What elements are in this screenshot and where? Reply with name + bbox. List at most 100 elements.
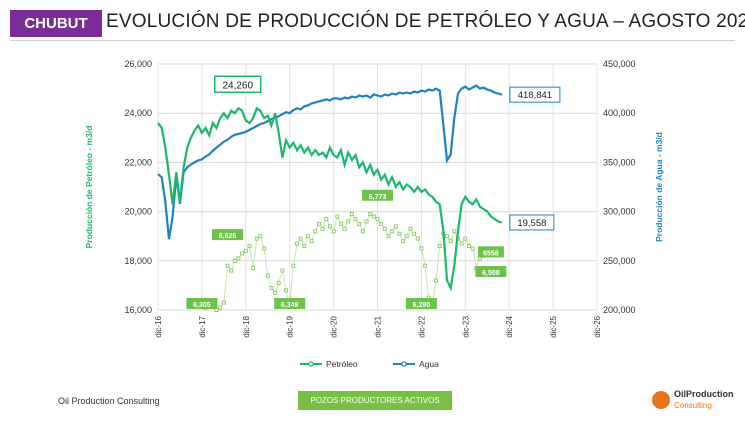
- x-tick-label: dic-25: [549, 315, 558, 337]
- y-right-tick-label: 300,000: [603, 207, 636, 217]
- wells-point: [324, 216, 329, 221]
- wells-point: [390, 229, 395, 234]
- wells-point: [346, 219, 351, 224]
- wells-point: [240, 251, 245, 256]
- wells-point: [302, 244, 307, 249]
- wells-point: [470, 246, 475, 251]
- wells-point: [276, 280, 281, 285]
- region-chip: CHUBUT: [10, 10, 102, 37]
- wells-point: [221, 300, 226, 305]
- wells-point: [452, 229, 457, 234]
- wells-point: [379, 221, 384, 226]
- legend-marker: [401, 361, 407, 367]
- x-tick-label: dic-17: [198, 315, 207, 337]
- wells-point: [262, 246, 267, 251]
- wells-point: [291, 263, 296, 268]
- wells-point: [305, 234, 310, 239]
- company-logo: OilProduction Consulting: [652, 388, 742, 416]
- wells-point: [349, 212, 354, 217]
- agua-series-line: [157, 84, 503, 240]
- wells-point: [419, 246, 424, 251]
- y-left-tick-label: 26,000: [124, 59, 152, 69]
- wells-data-label-bg: [362, 189, 393, 201]
- wells-data-label: 6,305: [193, 302, 211, 309]
- wells-point: [342, 226, 347, 231]
- wells-data-label-bg: [477, 246, 504, 258]
- y-left-tick-label: 16,000: [124, 305, 152, 315]
- wells-data-label: 6,348: [281, 302, 299, 309]
- wells-point: [273, 290, 278, 295]
- wells-data-label-bg: [212, 229, 244, 241]
- y-left-tick-label: 22,000: [124, 157, 152, 167]
- wells-point: [313, 229, 318, 234]
- petroleo-peak-callout-box: [214, 75, 262, 94]
- wells-point: [445, 234, 450, 239]
- wells-point: [338, 221, 343, 226]
- y-right-tick-label: 450,000: [603, 59, 636, 69]
- wells-point: [448, 239, 453, 244]
- wells-point: [393, 224, 398, 229]
- wells-point: [225, 263, 230, 268]
- wells-data-label-bg: [186, 298, 218, 309]
- active-wells-button[interactable]: POZOS PRODUCTORES ACTIVOS: [298, 391, 452, 410]
- wells-point: [320, 226, 325, 231]
- x-tick-label: dic-21: [374, 315, 383, 337]
- y-left-tick-label: 20,000: [124, 207, 152, 217]
- petroleo-series-line: [157, 106, 503, 292]
- wells-point: [353, 216, 358, 221]
- x-tick-label: dic-22: [417, 315, 426, 337]
- y-right-axis-label: Producción de Agua - m3/d: [654, 132, 664, 242]
- wells-point: [463, 236, 468, 241]
- wells-point: [265, 273, 270, 278]
- wells-point: [269, 285, 274, 290]
- y-left-tick-label: 18,000: [124, 256, 152, 266]
- logo-line2: Consulting: [674, 401, 712, 410]
- y-right-tick-label: 350,000: [603, 157, 636, 167]
- y-left-axis-label: Producción de Petróleo - m3/d: [84, 126, 94, 249]
- y-right-tick-label: 250,000: [603, 256, 636, 266]
- wells-point: [251, 266, 256, 271]
- y-left-tick-label: 24,000: [124, 108, 152, 118]
- wells-point: [327, 224, 332, 229]
- wells-point: [423, 263, 428, 268]
- logo-globe-icon: [652, 391, 670, 409]
- last-value-label: 19,558: [517, 218, 546, 229]
- wells-point: [459, 241, 464, 246]
- legend-marker: [308, 361, 314, 367]
- page-title: EVOLUCIÓN DE PRODUCCIÓN DE PETRÓLEO Y AG…: [106, 11, 745, 32]
- wells-point: [360, 229, 365, 234]
- wells-data-label-bg: [274, 298, 306, 309]
- wells-point: [258, 234, 263, 239]
- wells-data-label: 6,290: [413, 302, 431, 309]
- wells-point: [335, 214, 340, 219]
- wells-point: [401, 239, 406, 244]
- wells-data-label: 6558: [483, 250, 499, 257]
- x-tick-label: dic-24: [505, 315, 514, 337]
- x-tick-label: dic-26: [593, 315, 602, 337]
- x-tick-label: dic-20: [330, 315, 339, 337]
- x-tick-label: dic-16: [154, 315, 163, 337]
- wells-point: [229, 268, 234, 273]
- wells-data-label-bg: [405, 298, 437, 309]
- last-value-label: 418,841: [518, 90, 552, 101]
- wells-point: [415, 236, 420, 241]
- petroleo-peak-label: 24,260: [222, 80, 253, 91]
- y-right-tick-label: 400,000: [603, 108, 636, 118]
- wells-point: [331, 229, 336, 234]
- x-tick-label: dic-18: [242, 315, 251, 337]
- wells-point: [408, 226, 413, 231]
- title-divider: [10, 40, 735, 41]
- wells-point: [357, 221, 362, 226]
- wells-point: [243, 248, 248, 253]
- wells-point: [232, 258, 237, 263]
- wells-point: [375, 216, 380, 221]
- logo-line1: OilProduction: [674, 389, 734, 399]
- wells-point: [434, 278, 439, 283]
- wells-point: [386, 234, 391, 239]
- last-value-box: [509, 214, 555, 231]
- wells-point: [368, 212, 373, 217]
- wells-point: [295, 241, 300, 246]
- wells-data-label-bg: [475, 266, 507, 278]
